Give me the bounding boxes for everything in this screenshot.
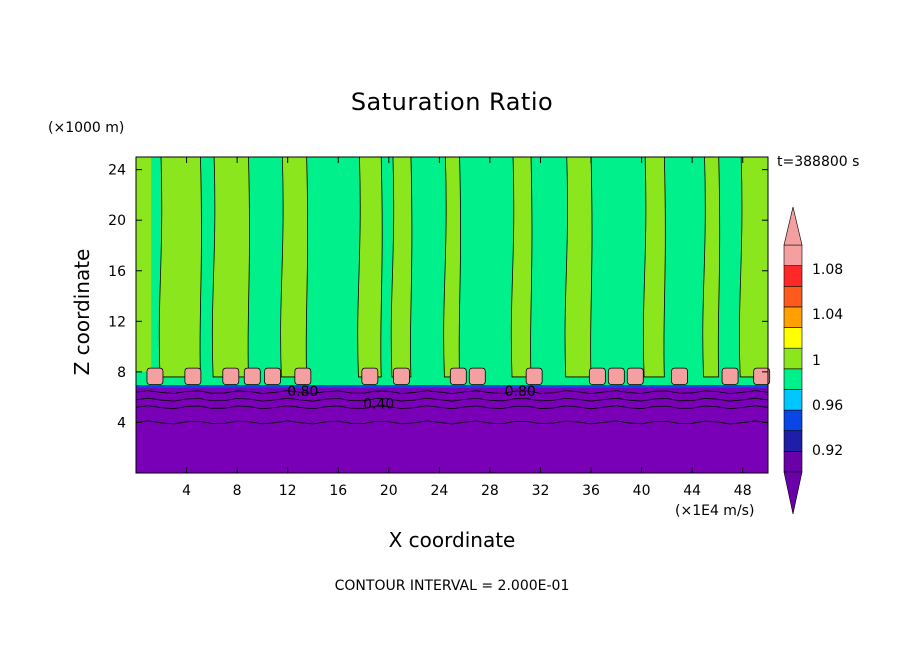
dry-band [510, 156, 533, 378]
colorbar-label: 0.96 [812, 398, 843, 414]
colorbar-swatch [783, 368, 803, 390]
transition-band [136, 385, 768, 389]
x-tick-label: 24 [430, 483, 448, 499]
y-tick-label: 8 [117, 365, 126, 381]
colorbar-swatch [783, 285, 803, 308]
colorbar-swatch [783, 327, 803, 349]
edge-band [136, 157, 152, 372]
cloud-cell [721, 367, 739, 385]
colorbar-label: 1.08 [812, 262, 843, 278]
cloud-cell [264, 367, 281, 385]
plot-frame [135, 156, 769, 474]
y-axis-unit: (×1000 m) [48, 120, 125, 136]
dry-band [564, 156, 593, 378]
colorbar-label: 0.92 [812, 443, 843, 459]
cloud-cell [607, 367, 625, 385]
cloud-cell [626, 367, 644, 385]
colorbar-swatch [783, 306, 803, 328]
cloud-cell [753, 367, 771, 385]
time-label: t=388800 s [777, 154, 860, 170]
contour-line [135, 405, 769, 410]
y-tick-label: 4 [117, 415, 126, 431]
cloud-cell [243, 367, 261, 385]
x-tick-label: 12 [279, 483, 297, 499]
x-tick-label: 44 [683, 483, 701, 499]
colorbar-swatch [783, 347, 803, 370]
edge-band [755, 157, 768, 372]
colorbar-label: 1.04 [812, 307, 843, 323]
dry-band [443, 156, 461, 378]
y-tick-label: 16 [108, 264, 126, 280]
cloud-cell [146, 367, 164, 385]
y-tick-label: 24 [108, 163, 126, 179]
colorbar-swatch [783, 265, 803, 287]
x-axis-unit: (×1E4 m/s) [675, 503, 755, 519]
x-axis-label: X coordinate [388, 528, 516, 552]
dry-band [211, 156, 250, 378]
dry-band [357, 156, 383, 378]
dry-band [642, 156, 666, 378]
colorbar-swatch [783, 409, 803, 432]
cloud-cell [468, 367, 486, 385]
y-tick-label: 12 [108, 314, 126, 330]
x-tick-label: 36 [582, 483, 600, 499]
x-tick-label: 28 [481, 483, 499, 499]
colorbar: 0.92 0.96 1 1.04 1.08 [783, 206, 843, 515]
cloud-cell [222, 367, 240, 385]
x-tick-label: 8 [233, 483, 242, 499]
contour-label: 0.40 [363, 396, 394, 412]
x-tick-label: 20 [380, 483, 398, 499]
contour-label: 0.80 [287, 384, 318, 400]
colorbar-label: 1 [812, 353, 821, 369]
colorbar-top-arrow [783, 206, 803, 246]
dry-band [390, 156, 413, 378]
dry-band [280, 156, 309, 378]
y-tick-label: 20 [108, 213, 126, 229]
colorbar-swatch [783, 389, 803, 411]
cloud-cell [525, 367, 543, 385]
colorbar-swatch [783, 244, 803, 266]
dry-band [702, 156, 721, 378]
x-tick-label: 48 [734, 483, 752, 499]
cloud-cell [294, 367, 312, 385]
contour-line [135, 420, 769, 425]
contour-interval-label: CONTOUR INTERVAL = 2.000E-01 [334, 578, 570, 594]
contour-label: 0.80 [505, 384, 536, 400]
contour-line [135, 390, 769, 395]
colorbar-swatch [783, 451, 803, 473]
x-tick-label: 40 [633, 483, 651, 499]
chart-title: Saturation Ratio [350, 88, 554, 116]
cloud-cell [588, 367, 606, 385]
plot-area: 0.80 0.40 0.80 [135, 156, 771, 473]
colorbar-bottom-arrow [783, 471, 803, 515]
dry-band [158, 156, 202, 378]
cloud-cell [184, 367, 202, 385]
x-tick-label: 4 [182, 483, 191, 499]
cloud-cell [361, 367, 379, 385]
cloud-cell [393, 367, 410, 385]
cloud-cell [671, 367, 688, 385]
contour-line [135, 397, 769, 402]
x-tick-label: 32 [532, 483, 550, 499]
x-tick-label: 16 [329, 483, 347, 499]
cloud-cell [449, 367, 467, 385]
colorbar-swatch [783, 430, 803, 452]
